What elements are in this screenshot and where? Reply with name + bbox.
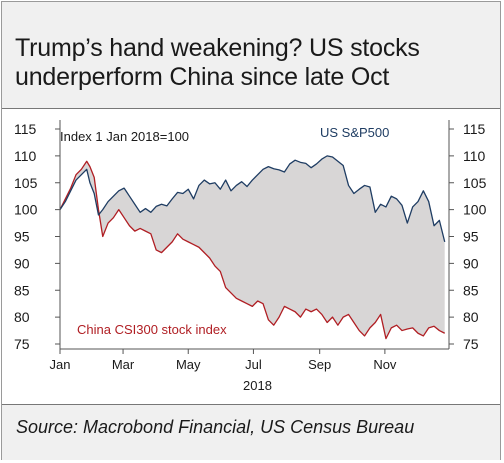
x-tick-label: Jul: [245, 357, 262, 372]
y-tick-label-right: 100: [463, 202, 487, 218]
x-tick-label: Sep: [308, 357, 331, 372]
line-chart: 115 115 110 110 105 105 100 100 95 95 90 90 85 85 80 80…: [14, 120, 487, 393]
title-panel: Trump’s hand weakening? US stocks underp…: [2, 2, 500, 109]
x-axis-year-label: 2018: [243, 378, 272, 393]
series-line-china-csi300: [59, 160, 446, 340]
y-tick-label-left: 115: [14, 121, 37, 137]
lines-layer: [59, 155, 446, 340]
y-tick-label-right: 95: [463, 229, 479, 245]
y-tick-label-left: 100: [14, 202, 38, 218]
y-tick-label-right: 75: [463, 336, 479, 352]
x-tick-label: Jan: [50, 357, 71, 372]
legend-us-sp500: US S&P500: [320, 125, 389, 140]
chart-area: 115 115 110 110 105 105 100 100 95 95 90 90 85 85 80 80…: [2, 108, 500, 404]
series-line-us-sp500: [59, 155, 446, 243]
x-tick-label: Mar: [112, 357, 135, 372]
y-tick-label-right: 85: [463, 282, 479, 298]
y-tick-label-left: 80: [14, 309, 30, 325]
y-tick-label-left: 90: [14, 255, 30, 271]
title-line-1: Trump’s hand weakening? US stocks: [15, 34, 420, 62]
legend-china-csi300: China CSI300 stock index: [77, 322, 227, 337]
y-tick-label-left: 105: [14, 175, 38, 191]
index-annotation: Index 1 Jan 2018=100: [60, 129, 189, 144]
y-tick-label-right: 105: [463, 175, 487, 191]
y-tick-label-left: 85: [14, 282, 30, 298]
x-tick-label: Nov: [373, 357, 397, 372]
source-panel: Source: Macrobond Financial, US Census B…: [2, 404, 500, 460]
y-tick-label-right: 90: [463, 255, 479, 271]
title-line-2: underperform China since late Oct: [15, 63, 390, 91]
y-tick-label-left: 95: [14, 229, 30, 245]
axes-layer: 115 115 110 110 105 105 100 100 95 95 90 90 85 85 80 80…: [14, 120, 487, 372]
y-tick-label-right: 80: [463, 309, 479, 325]
chart-title: Trump’s hand weakening? US stocks underp…: [15, 34, 495, 92]
y-tick-label-right: 110: [463, 148, 486, 164]
gap-area: [60, 155, 445, 339]
x-tick-label: May: [176, 357, 201, 372]
y-tick-label-left: 110: [14, 148, 37, 164]
y-tick-label-left: 75: [14, 336, 30, 352]
source-note: Source: Macrobond Financial, US Census B…: [16, 417, 415, 437]
y-tick-label-right: 115: [463, 121, 486, 137]
gap-fill-layer: [60, 155, 445, 339]
